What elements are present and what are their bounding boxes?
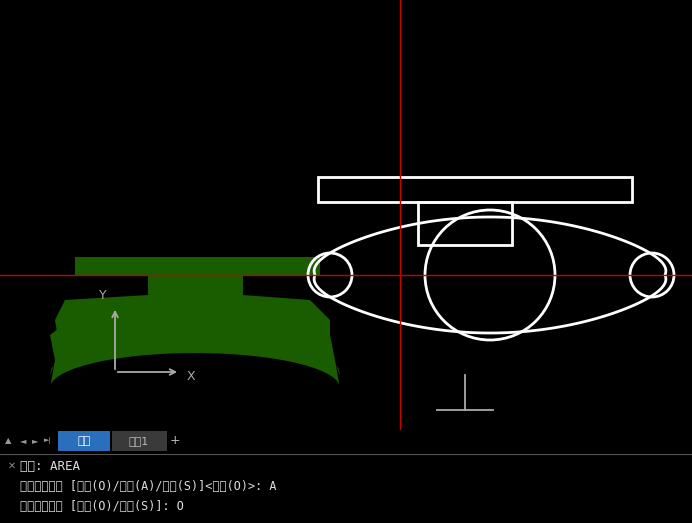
Text: Y: Y bbox=[99, 289, 107, 302]
Text: 布局1: 布局1 bbox=[129, 436, 149, 446]
Bar bbox=[418, 202, 512, 245]
Bar bbox=[318, 177, 632, 202]
Text: ◄: ◄ bbox=[20, 437, 26, 446]
Text: ►|: ►| bbox=[44, 438, 52, 445]
Text: 模型: 模型 bbox=[78, 436, 91, 446]
Text: ►: ► bbox=[32, 437, 39, 446]
Text: 指定第一点或 [对象(O)/减去(S)]: O: 指定第一点或 [对象(O)/减去(S)]: O bbox=[20, 499, 184, 513]
Text: 命令: AREA: 命令: AREA bbox=[20, 460, 80, 472]
Text: ✕: ✕ bbox=[8, 461, 16, 471]
Polygon shape bbox=[50, 257, 339, 384]
Text: 指定第一点或 [对象(O)/添加(A)/减去(S)]<对象(O)>: A: 指定第一点或 [对象(O)/添加(A)/减去(S)]<对象(O)>: A bbox=[20, 480, 277, 493]
Bar bbox=[112, 431, 167, 451]
Polygon shape bbox=[50, 257, 340, 375]
Text: ▲: ▲ bbox=[5, 437, 12, 446]
Text: X: X bbox=[187, 370, 196, 383]
Text: +: + bbox=[170, 435, 181, 448]
Bar bbox=[58, 431, 110, 451]
Bar bbox=[148, 275, 243, 295]
Bar bbox=[75, 257, 320, 275]
